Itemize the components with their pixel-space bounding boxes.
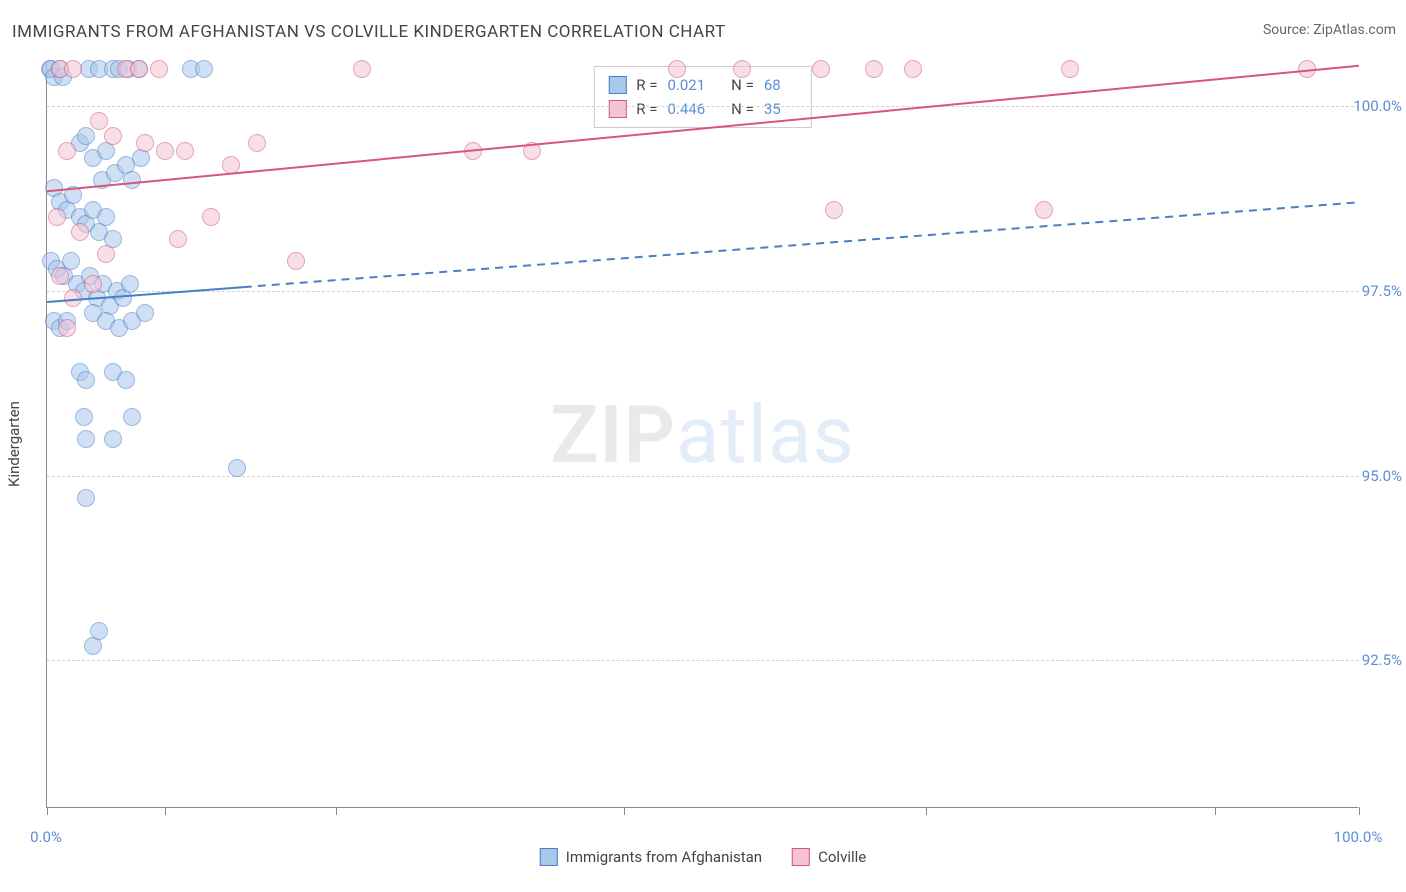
scatter-point xyxy=(248,134,266,152)
scatter-point xyxy=(733,60,751,78)
scatter-point xyxy=(77,127,95,145)
scatter-point xyxy=(58,142,76,160)
source-label: Source: ZipAtlas.com xyxy=(1263,22,1396,38)
scatter-point xyxy=(1298,60,1316,78)
scatter-point xyxy=(84,275,102,293)
scatter-point xyxy=(71,223,89,241)
legend-label: Colville xyxy=(818,848,866,866)
scatter-point xyxy=(353,60,371,78)
r-label: R = xyxy=(636,73,657,97)
n-value: 68 xyxy=(764,73,781,97)
legend-swatch xyxy=(540,848,558,866)
x-tick xyxy=(47,807,48,815)
scatter-point xyxy=(58,319,76,337)
grid-line xyxy=(47,476,1359,477)
x-tick xyxy=(624,807,625,815)
legend-swatch xyxy=(608,76,626,94)
legend-item: Immigrants from Afghanistan xyxy=(540,848,762,866)
scatter-point xyxy=(523,142,541,160)
scatter-point xyxy=(117,371,135,389)
x-tick xyxy=(165,807,166,815)
scatter-point xyxy=(202,208,220,226)
r-value: 0.446 xyxy=(667,97,705,121)
scatter-point xyxy=(287,252,305,270)
r-label: R = xyxy=(636,97,657,121)
y-tick-label: 95.0% xyxy=(1362,467,1402,485)
scatter-point xyxy=(77,430,95,448)
y-axis-label: Kindergarten xyxy=(5,401,23,487)
scatter-point xyxy=(77,489,95,507)
scatter-point xyxy=(123,408,141,426)
scatter-point xyxy=(51,267,69,285)
scatter-point xyxy=(90,622,108,640)
scatter-point xyxy=(136,304,154,322)
x-tick xyxy=(926,807,927,815)
x-tick-label: 100.0% xyxy=(1334,828,1383,846)
scatter-point xyxy=(228,459,246,477)
scatter-point xyxy=(104,127,122,145)
scatter-point xyxy=(64,186,82,204)
plot-area: ZIPatlas R =0.021N =68R = 0.446 N = 35 xyxy=(46,62,1358,808)
scatter-point xyxy=(169,230,187,248)
n-label: N = xyxy=(731,97,754,121)
scatter-point xyxy=(64,60,82,78)
x-tick-label: 0.0% xyxy=(30,828,62,846)
legend-swatch xyxy=(608,100,626,118)
scatter-point xyxy=(464,142,482,160)
grid-line xyxy=(47,291,1359,292)
scatter-point xyxy=(123,171,141,189)
scatter-point xyxy=(222,156,240,174)
y-tick-label: 97.5% xyxy=(1362,282,1402,300)
grid-line xyxy=(47,660,1359,661)
scatter-point xyxy=(1061,60,1079,78)
n-value: 35 xyxy=(764,97,781,121)
chart-title: IMMIGRANTS FROM AFGHANISTAN VS COLVILLE … xyxy=(12,22,726,42)
trend-lines xyxy=(47,62,1359,808)
scatter-point xyxy=(904,60,922,78)
scatter-point xyxy=(865,60,883,78)
scatter-point xyxy=(97,208,115,226)
scatter-point xyxy=(90,112,108,130)
scatter-point xyxy=(97,245,115,263)
scatter-point xyxy=(1035,201,1053,219)
legend-item: Colville xyxy=(792,848,866,866)
scatter-point xyxy=(156,142,174,160)
watermark: ZIPatlas xyxy=(550,388,855,482)
legend-swatch xyxy=(792,848,810,866)
scatter-point xyxy=(48,208,66,226)
scatter-point xyxy=(77,371,95,389)
x-tick xyxy=(1215,807,1216,815)
legend-stat-row: R = 0.446 N = 35 xyxy=(608,97,796,121)
scatter-point xyxy=(136,134,154,152)
legend-stats: R =0.021N =68R = 0.446 N = 35 xyxy=(593,66,811,128)
scatter-point xyxy=(64,289,82,307)
scatter-point xyxy=(176,142,194,160)
scatter-point xyxy=(195,60,213,78)
legend-label: Immigrants from Afghanistan xyxy=(566,848,762,866)
scatter-point xyxy=(121,275,139,293)
y-tick-label: 92.5% xyxy=(1362,651,1402,669)
scatter-point xyxy=(150,60,168,78)
scatter-point xyxy=(104,430,122,448)
y-tick-label: 100.0% xyxy=(1353,97,1402,115)
x-tick xyxy=(336,807,337,815)
scatter-point xyxy=(668,60,686,78)
scatter-point xyxy=(130,60,148,78)
x-tick xyxy=(1359,807,1360,815)
legend-series: Immigrants from Afghanistan Colville xyxy=(540,848,866,866)
grid-line xyxy=(47,106,1359,107)
scatter-point xyxy=(812,60,830,78)
legend-stat-row: R =0.021N =68 xyxy=(608,73,796,97)
scatter-point xyxy=(75,408,93,426)
scatter-point xyxy=(825,201,843,219)
